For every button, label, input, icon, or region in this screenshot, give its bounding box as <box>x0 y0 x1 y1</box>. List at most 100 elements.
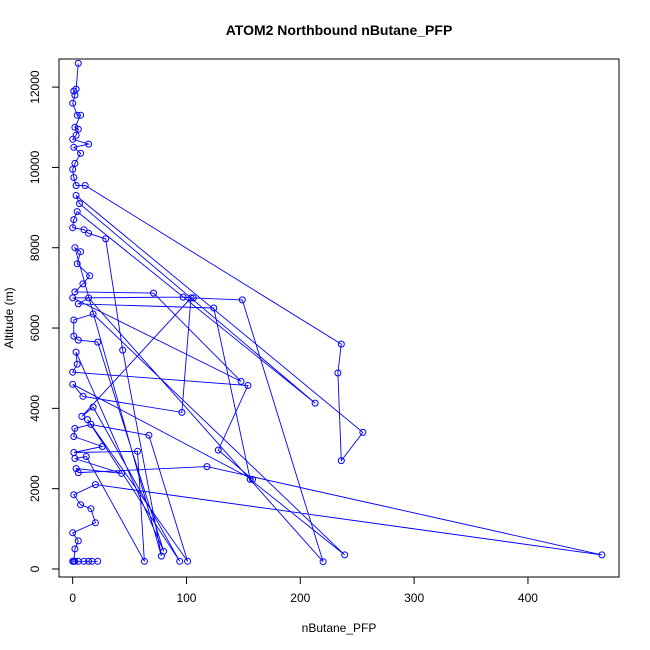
data-point <box>69 557 77 565</box>
data-point <box>89 403 97 411</box>
data-point <box>82 453 90 460</box>
data-point <box>77 111 85 119</box>
data-point <box>187 294 195 302</box>
data-point <box>249 475 256 483</box>
data-point <box>244 382 252 389</box>
data-point <box>179 293 187 301</box>
data-point <box>85 557 93 565</box>
x-tick-label: 300 <box>404 591 424 605</box>
data-point <box>237 377 245 385</box>
data-point <box>71 244 79 252</box>
data-point <box>94 338 102 346</box>
data-point <box>70 491 78 499</box>
data-point <box>91 481 99 489</box>
data-point <box>78 412 86 420</box>
data-point <box>73 208 81 216</box>
data-point <box>73 360 81 368</box>
y-tick-label: 2000 <box>28 475 42 502</box>
plot-area <box>69 59 606 566</box>
data-point <box>70 316 78 324</box>
data-point <box>238 296 246 304</box>
data-point <box>359 428 367 436</box>
data-point <box>79 280 87 288</box>
data-point <box>77 248 85 256</box>
data-point <box>214 446 222 454</box>
data-point <box>72 131 80 139</box>
data-point <box>118 469 126 477</box>
data-point <box>74 537 82 545</box>
data-point <box>70 216 78 224</box>
data-point <box>69 99 77 107</box>
data-point <box>71 159 79 167</box>
data-point <box>74 336 82 344</box>
data-point <box>184 557 192 565</box>
data-point <box>71 557 79 565</box>
data-point <box>71 123 79 131</box>
data-point <box>81 182 89 189</box>
y-axis-label: Altitude (m) <box>2 287 16 348</box>
data-point <box>319 558 327 566</box>
data-point <box>71 545 79 553</box>
x-tick-label: 400 <box>518 591 538 605</box>
data-point <box>79 392 87 400</box>
data-point <box>69 135 77 143</box>
data-point <box>69 294 77 302</box>
data-point <box>71 424 79 432</box>
y-tick-label: 8000 <box>28 234 42 261</box>
data-point <box>77 501 85 509</box>
data-point <box>70 143 78 151</box>
data-point <box>72 192 80 199</box>
data-point <box>69 165 77 173</box>
data-point <box>69 368 77 376</box>
x-tick-label: 200 <box>290 591 310 605</box>
data-point <box>598 551 606 559</box>
y-tick-label: 12000 <box>28 70 42 104</box>
data-point <box>87 420 95 428</box>
y-tick-label: 4000 <box>28 395 42 422</box>
data-point <box>69 224 77 232</box>
data-point <box>203 463 211 471</box>
data-point <box>337 340 345 348</box>
y-tick-label: 10000 <box>28 150 42 184</box>
data-point <box>71 91 79 99</box>
data-point <box>140 557 148 565</box>
data-point <box>77 149 85 157</box>
data-point <box>119 346 127 354</box>
x-axis: 0 100 200 300 400 <box>69 576 538 605</box>
data-point <box>91 519 99 527</box>
data-point <box>73 260 81 268</box>
data-point <box>72 348 80 356</box>
data-point <box>178 408 186 416</box>
data-point <box>85 229 93 237</box>
data-point <box>246 475 254 483</box>
data-point <box>89 310 97 318</box>
data-point <box>145 431 153 439</box>
data-point <box>70 174 78 181</box>
data-point <box>74 59 82 67</box>
data-point <box>134 447 141 455</box>
data-point <box>84 416 91 424</box>
data-point <box>85 140 93 148</box>
data-point <box>71 455 79 462</box>
data-point <box>71 288 79 296</box>
data-point <box>341 551 349 559</box>
data-point <box>189 294 197 302</box>
data-point <box>85 294 93 302</box>
data-point <box>337 457 345 465</box>
data-point <box>80 226 88 234</box>
x-tick-label: 0 <box>69 591 76 605</box>
data-point <box>160 547 168 555</box>
data-point <box>69 529 77 537</box>
data-point <box>70 332 78 340</box>
y-axis: 0 2000 4000 6000 8000 10000 12000 <box>28 70 60 572</box>
data-point <box>210 304 218 312</box>
chart-title: ATOM2 Northbound nButane_PFP <box>226 22 453 38</box>
data-point <box>176 557 184 565</box>
data-point <box>94 557 102 565</box>
data-point <box>70 433 78 440</box>
series-line <box>71 63 602 562</box>
data-point <box>311 399 319 407</box>
x-axis-label: nButane_PFP <box>302 621 377 635</box>
data-point <box>74 125 82 133</box>
